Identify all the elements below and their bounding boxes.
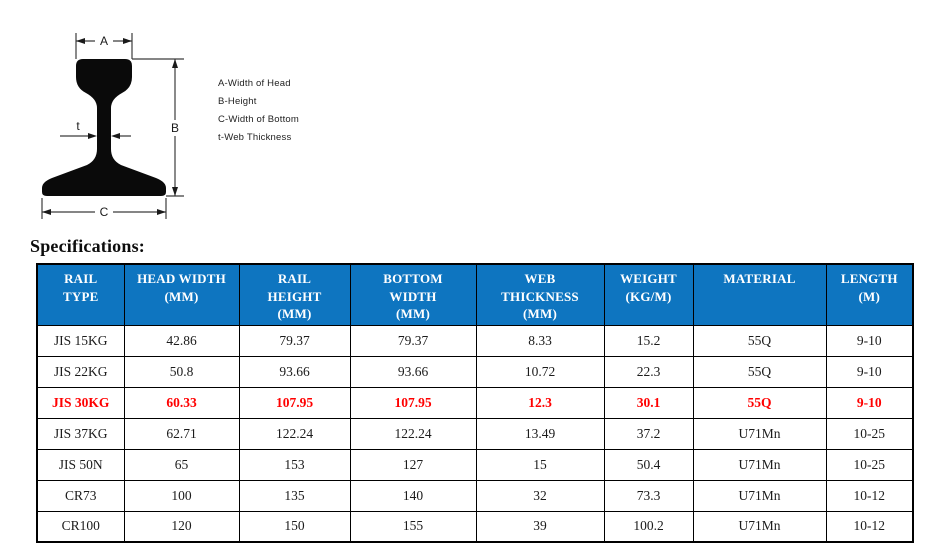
- cell: 107.95: [238, 386, 351, 419]
- cell: 15.2: [603, 324, 694, 357]
- cell: 10-25: [825, 417, 914, 450]
- cell: 100.2: [603, 510, 694, 543]
- table-row-highlighted: JIS 30KG 60.33 107.95 107.95 12.3 30.1 5…: [36, 386, 914, 419]
- dim-label-t: t: [76, 119, 80, 133]
- cell: 150: [238, 510, 351, 543]
- cell: 30.1: [603, 386, 694, 419]
- legend-line-c: C-Width of Bottom: [218, 114, 300, 125]
- table-row: CR100 120 150 155 39 100.2 U71Mn 10-12: [36, 510, 914, 543]
- cell: 8.33: [475, 324, 605, 357]
- dim-label-b: B: [171, 121, 179, 135]
- cell: U71Mn: [692, 479, 827, 512]
- col-header-rail-height: RAIL HEIGHT (MM): [238, 263, 351, 326]
- dim-c-lines: [41, 198, 167, 219]
- dim-b-lines: [132, 58, 184, 197]
- col-header-rail-type: RAIL TYPE: [36, 263, 125, 326]
- cell: 62.71: [123, 417, 240, 450]
- dimension-legend: A-Width of Head B-Height C-Width of Bott…: [218, 75, 299, 147]
- table-row: JIS 37KG 62.71 122.24 122.24 13.49 37.2 …: [36, 417, 914, 450]
- cell: JIS 30KG: [36, 386, 125, 419]
- cell: CR73: [36, 479, 125, 512]
- cell: 122.24: [349, 417, 477, 450]
- cell: 22.3: [603, 355, 694, 388]
- cell: 155: [349, 510, 477, 543]
- cell: 135: [238, 479, 351, 512]
- header-row: RAIL TYPE HEAD WIDTH (MM) RAIL HEIGHT (M…: [36, 263, 914, 326]
- spec-table: RAIL TYPE HEAD WIDTH (MM) RAIL HEIGHT (M…: [36, 263, 914, 543]
- legend-line-t: t-Web Thickness: [218, 132, 292, 143]
- legend-line-b: B-Height: [218, 96, 257, 107]
- cell: 60.33: [123, 386, 240, 419]
- cell: 50.4: [603, 448, 694, 481]
- cell: 10-25: [825, 448, 914, 481]
- cell: 39: [475, 510, 605, 543]
- cell: JIS 15KG: [36, 324, 125, 357]
- cell: 55Q: [692, 355, 827, 388]
- dim-t-lines: [60, 133, 131, 139]
- cell: 55Q: [692, 386, 827, 419]
- cell: 9-10: [825, 355, 914, 388]
- col-header-bottom-width: BOTTOM WIDTH (MM): [349, 263, 477, 326]
- cell: 55Q: [692, 324, 827, 357]
- cell: 37.2: [603, 417, 694, 450]
- col-header-web-thickness: WEB THICKNESS (MM): [475, 263, 605, 326]
- cell: 122.24: [238, 417, 351, 450]
- cell: 50.8: [123, 355, 240, 388]
- rail-profile-diagram: A B t C: [41, 33, 184, 219]
- col-header-length: LENGTH (M): [825, 263, 914, 326]
- cell: 9-10: [825, 386, 914, 419]
- cell: 100: [123, 479, 240, 512]
- cell: CR100: [36, 510, 125, 543]
- cell: 107.95: [349, 386, 477, 419]
- cell: 10.72: [475, 355, 605, 388]
- cell: U71Mn: [692, 448, 827, 481]
- cell: JIS 50N: [36, 448, 125, 481]
- table-row: JIS 15KG 42.86 79.37 79.37 8.33 15.2 55Q…: [36, 324, 914, 357]
- cell: 32: [475, 479, 605, 512]
- cell: 120: [123, 510, 240, 543]
- table-row: CR73 100 135 140 32 73.3 U71Mn 10-12: [36, 479, 914, 512]
- cell: 65: [123, 448, 240, 481]
- dim-label-c: C: [100, 205, 109, 219]
- rail-cross-section: [42, 59, 166, 196]
- dim-a-lines: [75, 33, 133, 59]
- table-row: JIS 50N 65 153 127 15 50.4 U71Mn 10-25: [36, 448, 914, 481]
- cell: 93.66: [238, 355, 351, 388]
- col-header-material: MATERIAL: [692, 263, 827, 326]
- cell: 9-10: [825, 324, 914, 357]
- cell: 79.37: [349, 324, 477, 357]
- cell: 12.3: [475, 386, 605, 419]
- cell: JIS 37KG: [36, 417, 125, 450]
- cell: U71Mn: [692, 510, 827, 543]
- col-header-weight: WEIGHT (KG/M): [603, 263, 694, 326]
- cell: 13.49: [475, 417, 605, 450]
- cell: 73.3: [603, 479, 694, 512]
- cell: JIS 22KG: [36, 355, 125, 388]
- legend-line-a: A-Width of Head: [218, 78, 291, 89]
- cell: 15: [475, 448, 605, 481]
- cell: 140: [349, 479, 477, 512]
- cell: 153: [238, 448, 351, 481]
- cell: 93.66: [349, 355, 477, 388]
- table-row: JIS 22KG 50.8 93.66 93.66 10.72 22.3 55Q…: [36, 355, 914, 388]
- cell: 79.37: [238, 324, 351, 357]
- dim-label-a: A: [100, 34, 108, 48]
- cell: 42.86: [123, 324, 240, 357]
- cell: 10-12: [825, 479, 914, 512]
- cell: 127: [349, 448, 477, 481]
- col-header-head-width: HEAD WIDTH (MM): [123, 263, 240, 326]
- cell: 10-12: [825, 510, 914, 543]
- section-title: Specifications:: [30, 236, 145, 256]
- cell: U71Mn: [692, 417, 827, 450]
